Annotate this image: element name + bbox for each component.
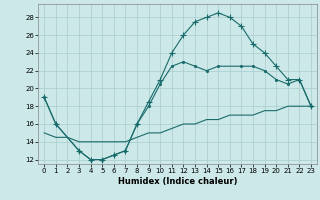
X-axis label: Humidex (Indice chaleur): Humidex (Indice chaleur) (118, 177, 237, 186)
